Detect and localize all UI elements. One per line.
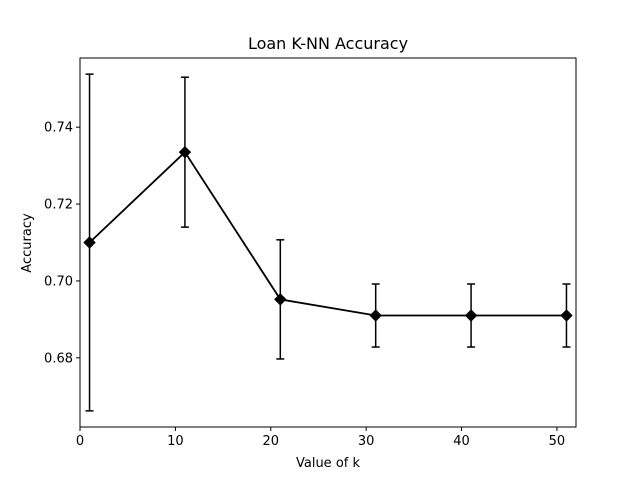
data-point-marker xyxy=(83,236,96,249)
x-tick-label: 20 xyxy=(262,434,279,449)
axes-frame xyxy=(79,57,577,428)
data-point-marker xyxy=(274,293,287,306)
x-tick-label: 0 xyxy=(76,434,84,449)
data-point-marker xyxy=(369,309,382,322)
x-tick-label: 10 xyxy=(167,434,184,449)
y-tick-label: 0.74 xyxy=(44,121,73,136)
y-tick-label: 0.68 xyxy=(44,351,73,366)
x-axis-label: Value of k xyxy=(296,456,360,471)
y-tick-label: 0.72 xyxy=(44,198,73,213)
data-point-marker xyxy=(178,145,192,159)
y-tick-label: 0.70 xyxy=(44,274,73,289)
data-point-marker xyxy=(560,309,573,322)
chart-title: Loan K-NN Accuracy xyxy=(248,34,408,53)
plot-area: 0 10 20 30 40 50 0.68 0.70 0.72 0.74 xyxy=(44,57,577,449)
x-tick-label: 40 xyxy=(453,434,470,449)
data-point-marker xyxy=(464,309,478,322)
x-tick-label: 50 xyxy=(549,434,566,449)
x-tick-label: 30 xyxy=(358,434,375,449)
y-axis-label: Accuracy xyxy=(20,213,35,273)
series-line xyxy=(88,150,567,317)
